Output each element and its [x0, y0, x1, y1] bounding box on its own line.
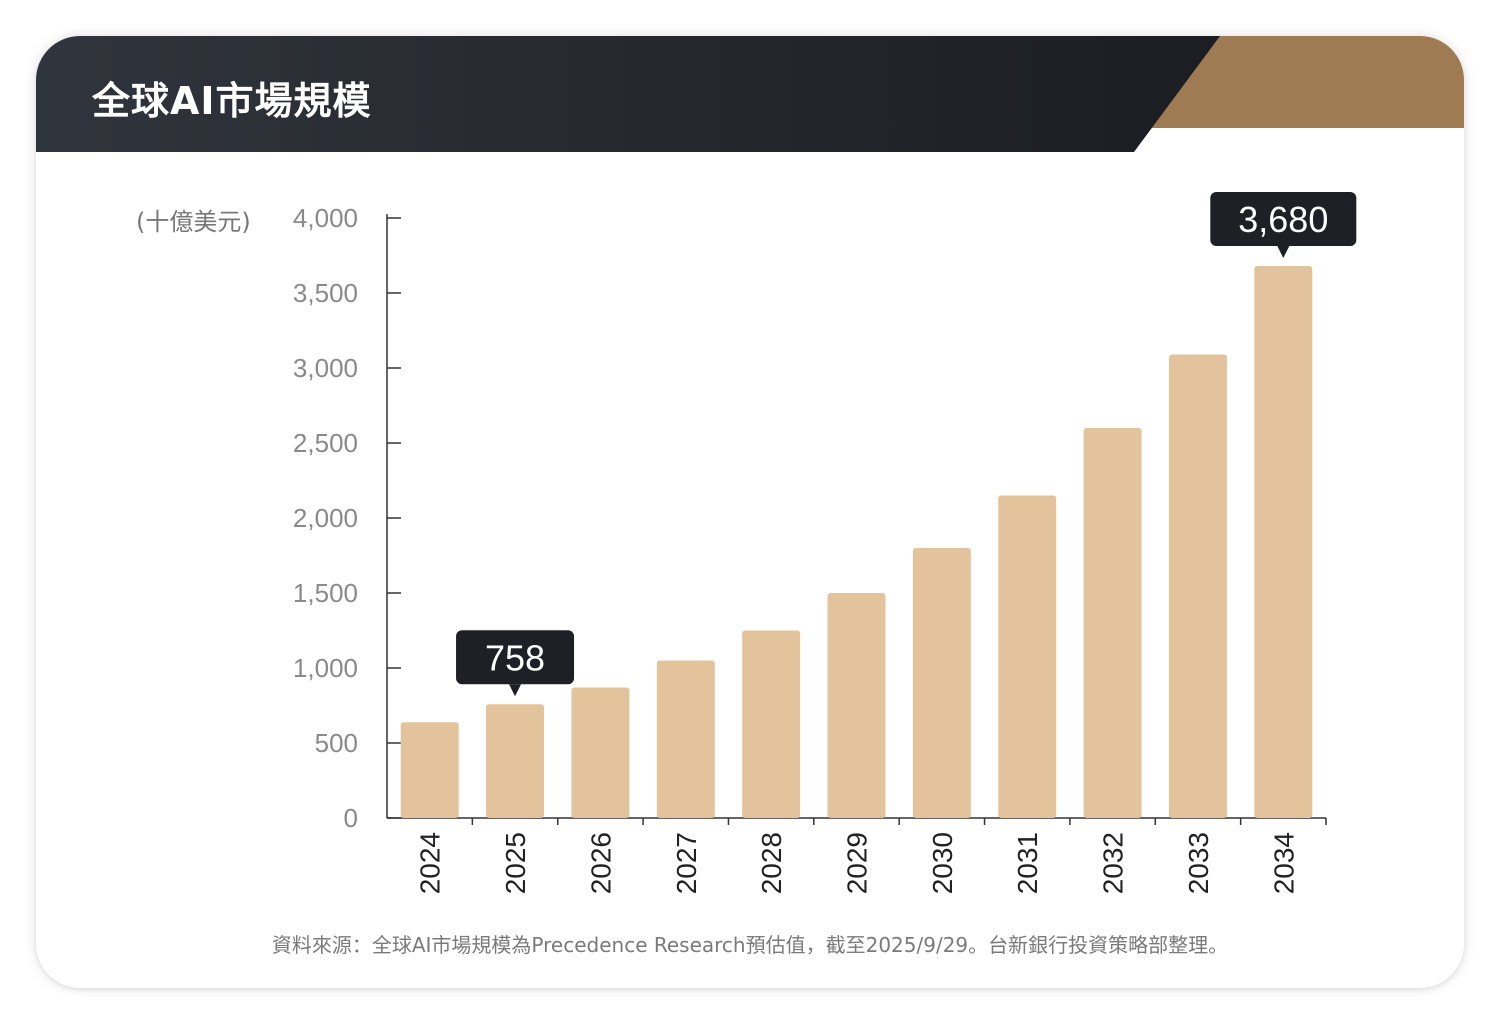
- callout-pointer-2034: [1277, 246, 1290, 258]
- x-tick-label-2033: 2033: [1183, 832, 1214, 894]
- x-tick-label-2028: 2028: [756, 832, 787, 894]
- y-tick-label: 2,500: [293, 428, 358, 458]
- x-tick-label-2025: 2025: [500, 832, 531, 894]
- y-tick-label: 1,000: [293, 653, 358, 683]
- x-tick-label-2024: 2024: [415, 832, 446, 894]
- header-banner: 全球AI市場規模: [36, 36, 1464, 152]
- bar-chart: 0 500 1,000 1,500 2,000 2,500 3,000 3,500 4,000 2…: [293, 192, 1357, 894]
- bar-2030: [912, 548, 971, 818]
- y-tick-label: 0: [344, 803, 358, 833]
- header-shape: [36, 36, 1464, 152]
- y-tick-label: 2,000: [293, 503, 358, 533]
- source-note: 資料來源：全球AI市場規模為Precedence Research預估值，截至2…: [271, 933, 1229, 957]
- bar-2025: [486, 704, 545, 818]
- callout-box-2025: [456, 630, 575, 685]
- x-tick-label-2026: 2026: [585, 832, 616, 894]
- y-tick-label: 500: [315, 728, 358, 758]
- y-tick-label: 3,500: [293, 278, 358, 308]
- callout-box-2034: [1210, 192, 1357, 246]
- callout-pointer-2025: [509, 684, 522, 697]
- bar-2028: [742, 630, 801, 818]
- callout-label-2034: 3,680: [1238, 199, 1328, 240]
- x-tick-label-2034: 2034: [1268, 832, 1299, 894]
- bar-2034: [1254, 266, 1313, 818]
- bar-2026: [571, 687, 630, 818]
- bar-2027: [656, 660, 715, 818]
- callout-label-2025: 758: [485, 637, 545, 678]
- x-tick-label-2027: 2027: [671, 832, 702, 894]
- x-tick-label-2031: 2031: [1012, 832, 1043, 894]
- x-tick-label-2029: 2029: [842, 832, 873, 894]
- y-tick-label: 4,000: [293, 203, 358, 233]
- bar-2029: [827, 593, 886, 818]
- bar-2031: [998, 495, 1057, 818]
- header-dark-band: [36, 36, 1220, 152]
- x-tick-label-2030: 2030: [927, 832, 958, 894]
- bar-2024: [400, 722, 459, 818]
- bar-2032: [1083, 428, 1142, 818]
- bar-2033: [1168, 354, 1227, 818]
- page-title: 全球AI市場規模: [92, 79, 372, 123]
- y-axis-unit-label: (十億美元): [136, 208, 251, 236]
- chart-card: 全球AI市場規模 (十億美元) 0 500 1,000 1,500 2,000 2,500…: [36, 36, 1464, 988]
- y-tick-label: 1,500: [293, 578, 358, 608]
- y-tick-label: 3,000: [293, 353, 358, 383]
- x-tick-label-2032: 2032: [1098, 832, 1129, 894]
